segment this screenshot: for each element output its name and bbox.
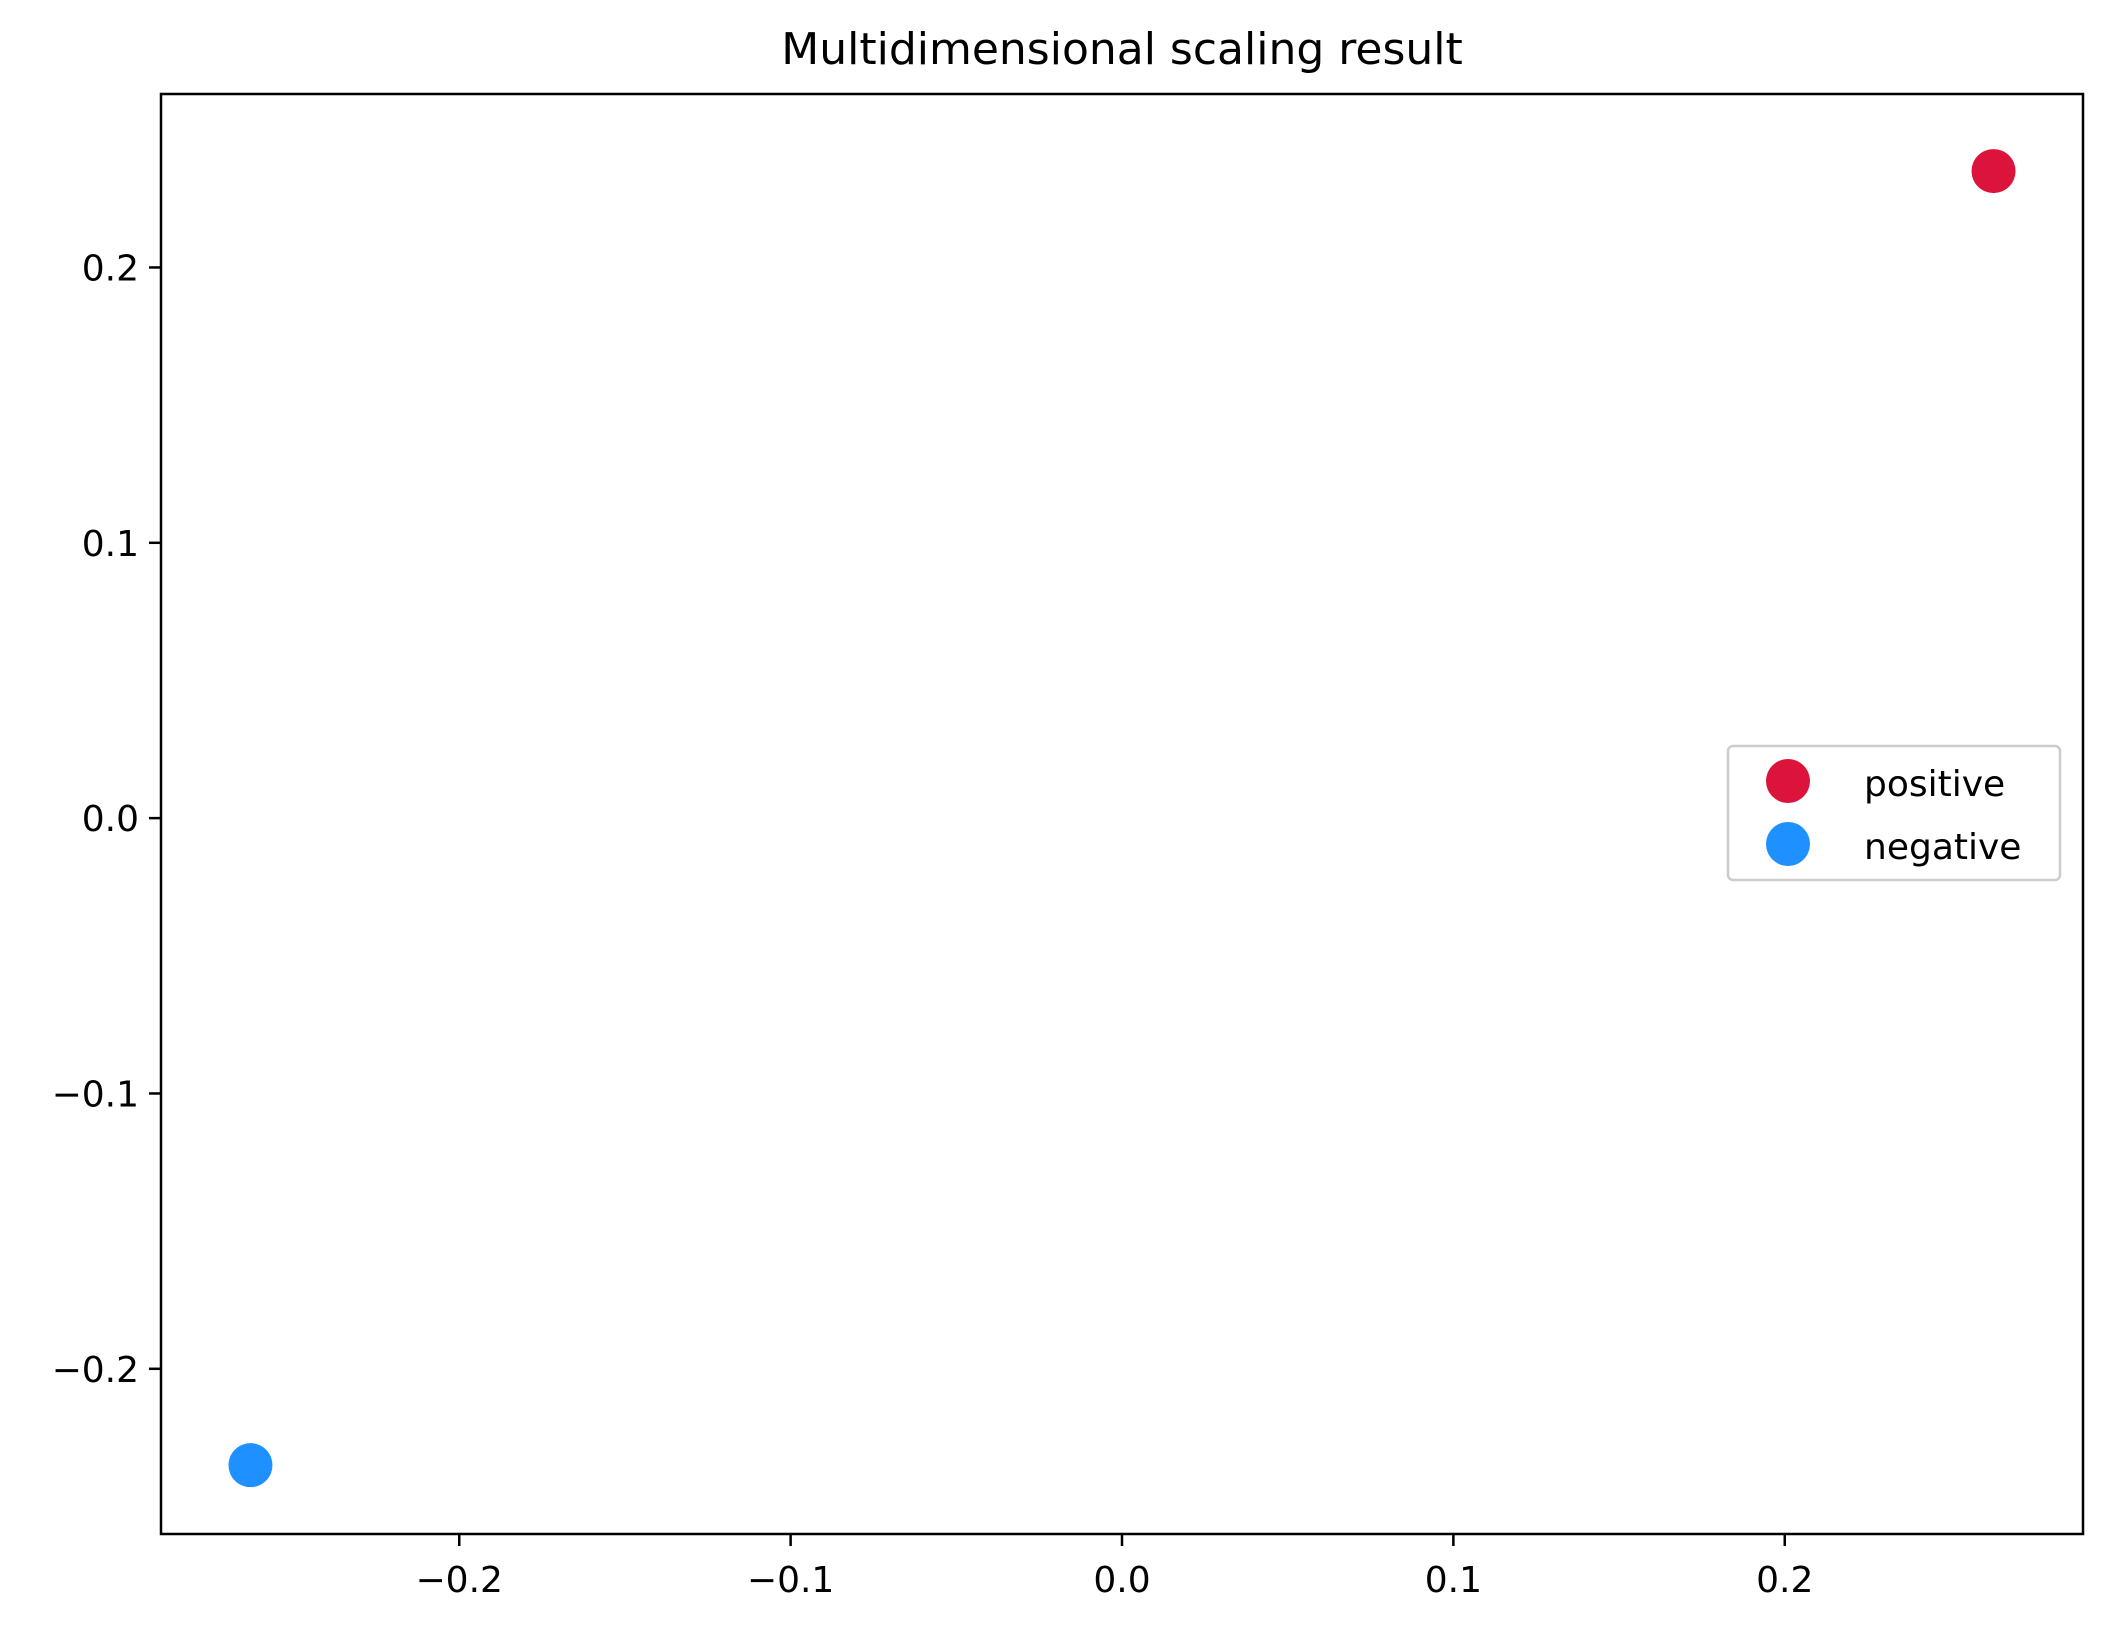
y-tick-label: 0.0 xyxy=(82,799,139,840)
x-tick-label: 0.2 xyxy=(1756,1560,1813,1601)
chart-title: Multidimensional scaling result xyxy=(781,24,1462,75)
legend-marker-positive xyxy=(1766,759,1810,803)
y-axis-ticks: −0.2 −0.1 0.0 0.1 0.2 xyxy=(52,248,161,1391)
scatter-markers xyxy=(228,149,2016,1488)
y-tick-label: 0.2 xyxy=(82,248,139,289)
x-tick-label: −0.2 xyxy=(416,1560,503,1601)
y-tick-label: −0.1 xyxy=(52,1074,139,1115)
scatter-point-positive xyxy=(1971,149,2016,194)
y-tick-label: −0.2 xyxy=(52,1350,139,1391)
x-tick-label: 0.1 xyxy=(1425,1560,1482,1601)
legend: positive negative xyxy=(1726,744,2062,882)
scatter-point-negative xyxy=(228,1443,273,1488)
x-axis-ticks: −0.2 −0.1 0.0 0.1 0.2 xyxy=(416,1534,1813,1601)
y-tick-label: 0.1 xyxy=(82,524,139,565)
legend-label-positive: positive xyxy=(1864,764,2005,805)
legend-box xyxy=(1726,744,2062,882)
axes-frame xyxy=(159,92,2085,1536)
legend-label-negative: negative xyxy=(1864,827,2021,868)
legend-marker-negative xyxy=(1766,822,1810,866)
x-tick-label: −0.1 xyxy=(747,1560,834,1601)
x-tick-label: 0.0 xyxy=(1093,1560,1150,1601)
